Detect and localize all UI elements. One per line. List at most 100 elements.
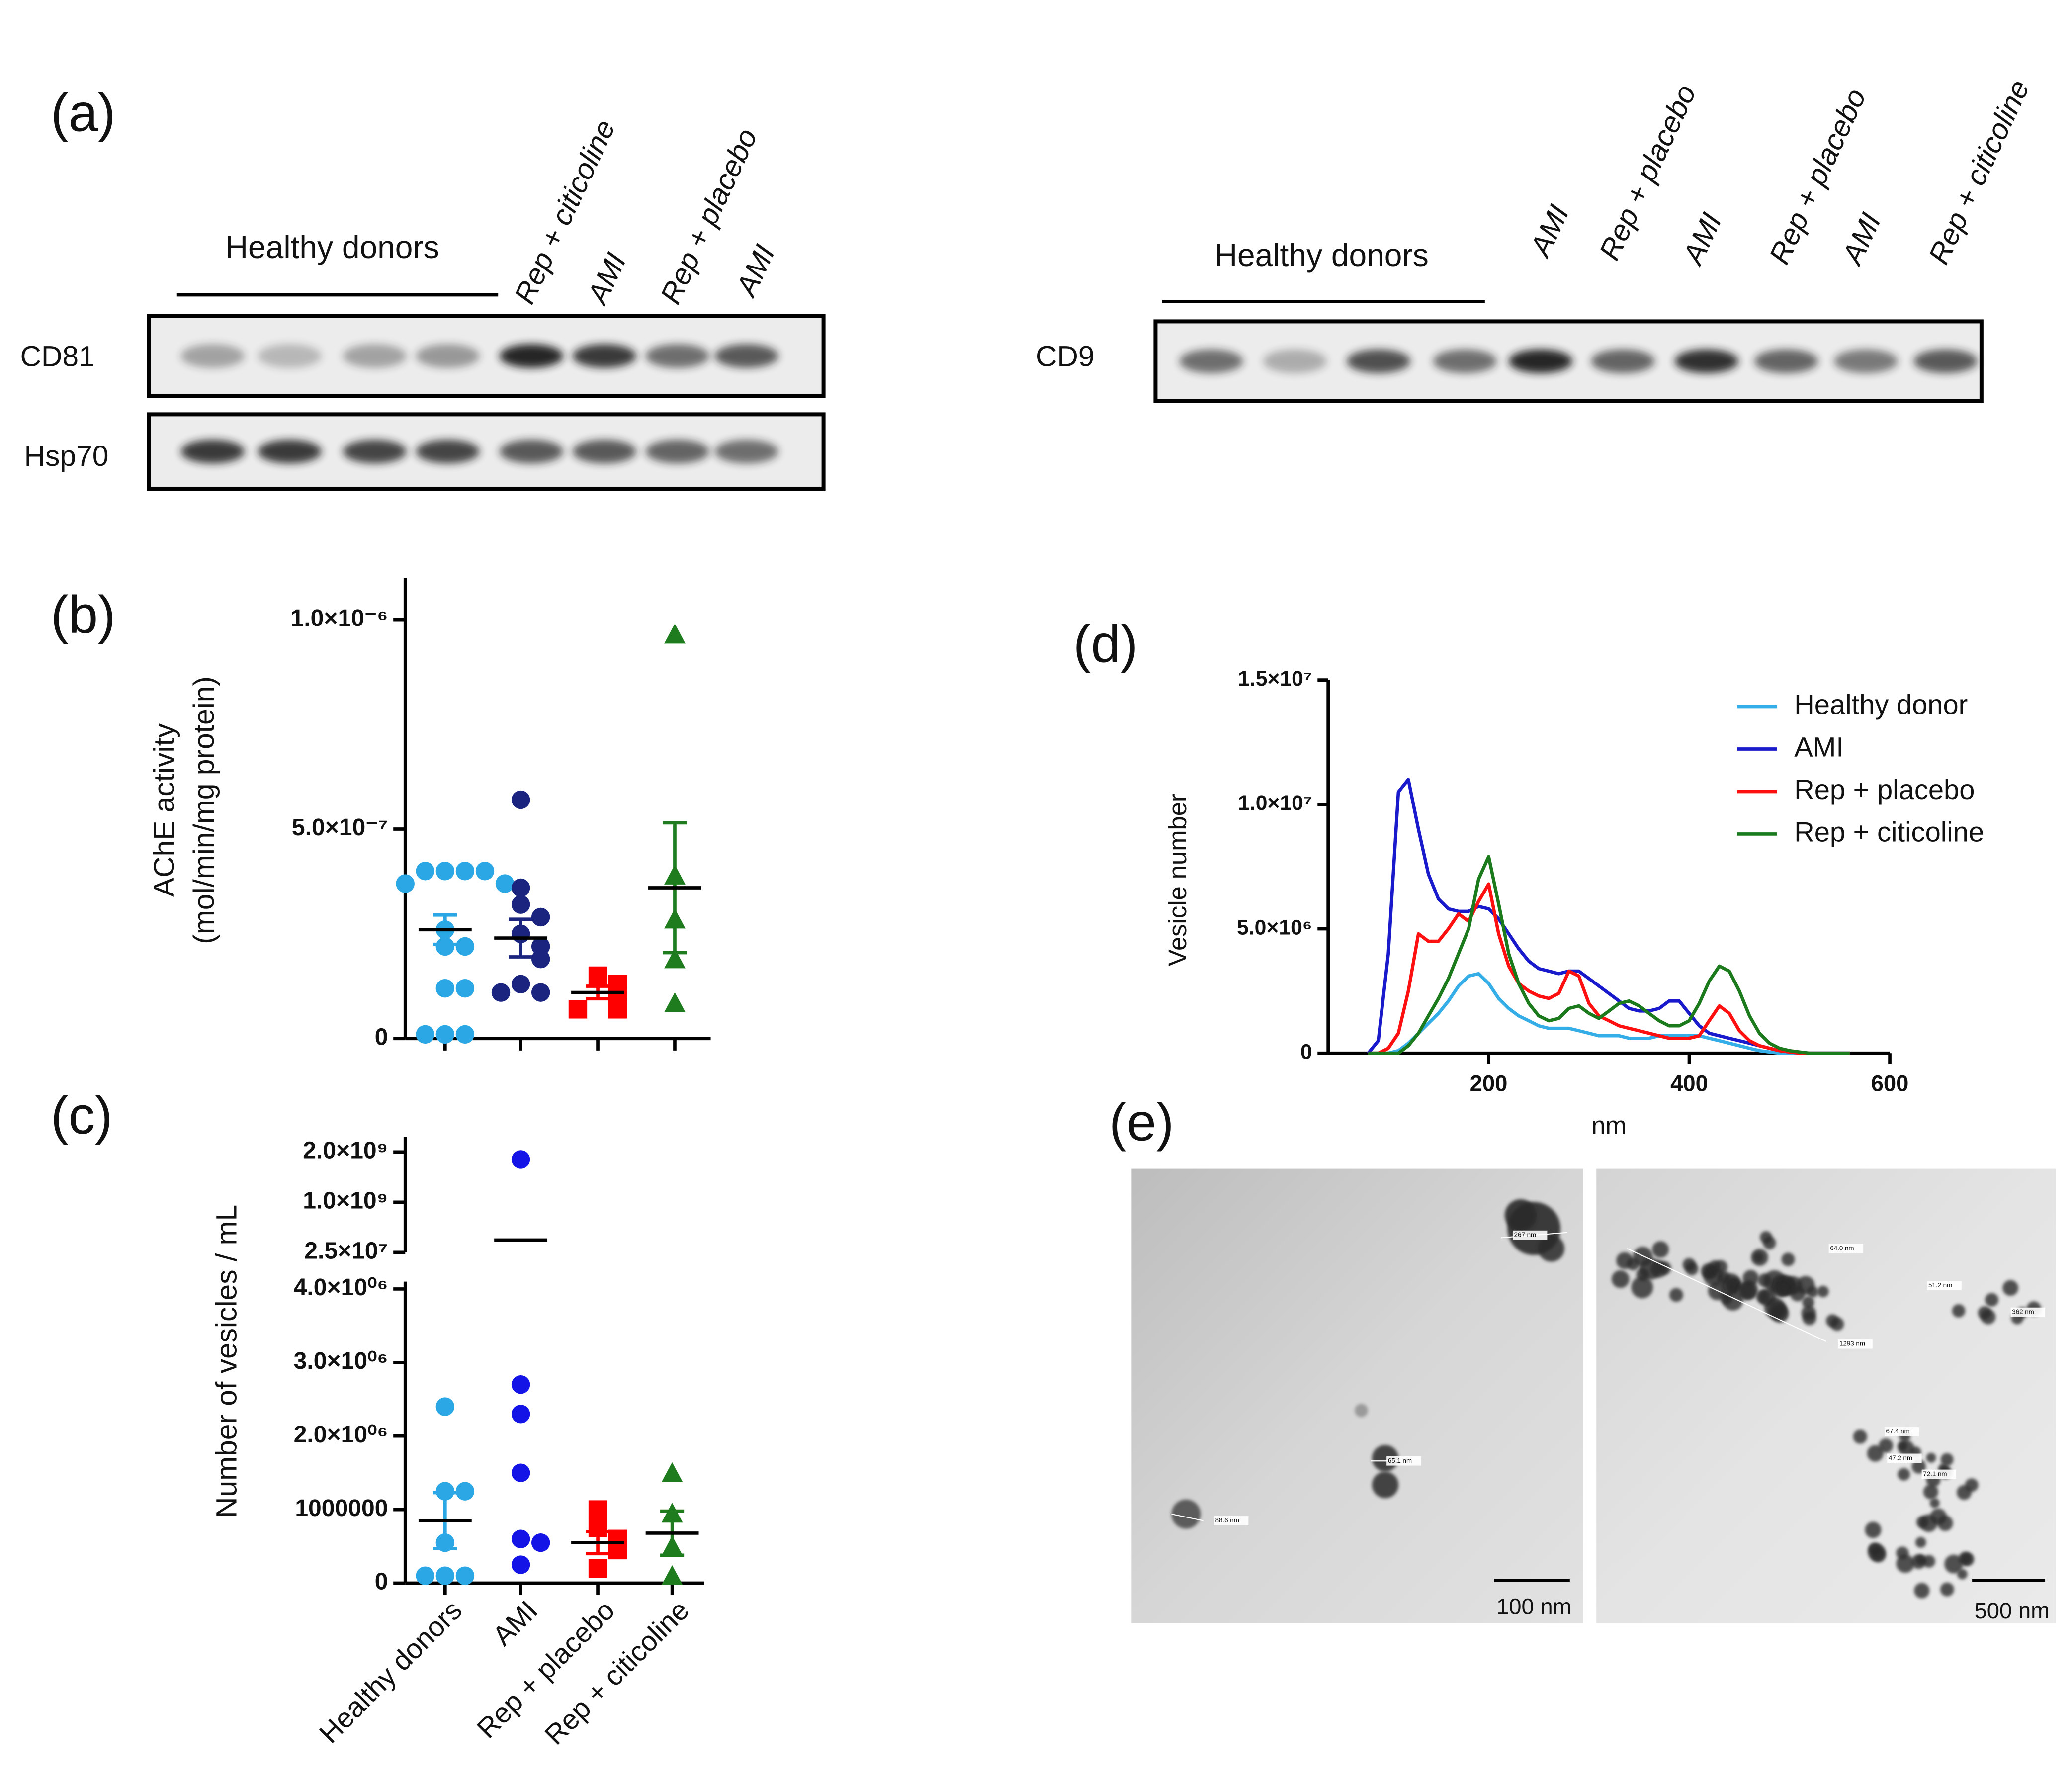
particle xyxy=(1616,1252,1633,1269)
scale-bar-label: 100 nm xyxy=(1496,1594,1571,1619)
blot-row-label: Hsp70 xyxy=(24,440,109,472)
particle xyxy=(1898,1468,1910,1481)
particle xyxy=(1790,1286,1806,1302)
particle xyxy=(1944,1554,1963,1574)
tem-particles xyxy=(1171,1199,2041,1599)
particle xyxy=(1738,1282,1756,1300)
particle xyxy=(1865,1521,1882,1538)
data-point xyxy=(435,1397,455,1416)
data-point xyxy=(511,790,530,809)
measure-label-bg xyxy=(1512,1230,1548,1240)
measure-label-bg xyxy=(1921,1469,1957,1479)
blot-frame xyxy=(147,314,826,398)
measure-label-bg xyxy=(1887,1453,1922,1463)
particle xyxy=(1756,1289,1770,1304)
tem-image xyxy=(1596,1168,2056,1623)
group-label: Healthy donors xyxy=(225,229,439,265)
data-point xyxy=(511,895,530,914)
particle xyxy=(1652,1241,1669,1258)
blot-band xyxy=(1913,349,1978,373)
data-point xyxy=(435,937,455,956)
panel-label: (a) xyxy=(51,83,116,142)
blot-band xyxy=(180,440,245,464)
data-point xyxy=(511,878,530,897)
data-point xyxy=(511,1375,530,1394)
particle xyxy=(1940,1582,1954,1597)
data-point xyxy=(455,937,475,956)
particle xyxy=(1768,1301,1788,1321)
lane-label: AMI xyxy=(1524,200,1575,263)
particle xyxy=(1899,1440,1915,1456)
data-point xyxy=(511,975,530,993)
series-line xyxy=(1368,882,1850,1055)
data-point xyxy=(588,1559,607,1578)
blot-row-label: CD9 xyxy=(1036,341,1095,373)
y-axis-label: AChE activity xyxy=(148,723,180,897)
data-point xyxy=(435,862,455,881)
y-axis-label: (mol/min/mg protein) xyxy=(188,676,220,944)
particle xyxy=(1817,1285,1829,1298)
particle xyxy=(1801,1305,1816,1321)
blot-band xyxy=(572,344,636,368)
data-point xyxy=(661,1565,683,1585)
particle xyxy=(1868,1543,1886,1561)
blot-band xyxy=(1179,349,1243,373)
series-line xyxy=(1368,855,1850,1055)
x-tick-label: AMI xyxy=(486,1594,543,1651)
particle xyxy=(1776,1284,1788,1296)
particle xyxy=(1952,1304,1966,1318)
blot-band xyxy=(499,440,564,464)
legend-label: AMI xyxy=(1794,731,1844,762)
particle xyxy=(1650,1260,1668,1278)
data-point xyxy=(511,1555,530,1574)
blot-band xyxy=(645,440,709,464)
blot-band xyxy=(343,440,407,464)
y-tick-label: 1.0×10⁹ xyxy=(303,1187,388,1214)
particle xyxy=(1981,1309,1996,1325)
measure-label-bg xyxy=(2010,1307,2046,1317)
particle xyxy=(1538,1235,1565,1262)
particle xyxy=(1171,1499,1201,1529)
y-tick-label: 1.0×10⁷ xyxy=(1238,791,1312,815)
data-point xyxy=(588,1500,607,1519)
panel-label: (c) xyxy=(51,1085,113,1145)
particle xyxy=(1915,1554,1926,1565)
particle xyxy=(1915,1537,1926,1548)
measure-label: 51.2 nm xyxy=(1928,1281,1952,1289)
particle xyxy=(1937,1515,1953,1531)
particle xyxy=(1896,1554,1915,1573)
y-tick-label: 5.0×10⁶ xyxy=(1237,915,1312,939)
particle xyxy=(1985,1293,1999,1307)
data-point xyxy=(455,1025,475,1044)
particle xyxy=(1957,1569,1968,1580)
particle xyxy=(1830,1317,1844,1331)
blot-band xyxy=(572,440,636,464)
lane-label: AMI xyxy=(729,240,781,302)
data-point xyxy=(511,1529,530,1548)
particle xyxy=(1372,1471,1399,1499)
particle xyxy=(1631,1276,1653,1299)
data-point xyxy=(531,950,550,969)
data-point xyxy=(531,907,550,927)
panel-label: (d) xyxy=(1073,614,1138,674)
series-line xyxy=(1368,972,1850,1055)
blot-band xyxy=(499,344,564,368)
particle xyxy=(1914,1583,1930,1599)
blot-band xyxy=(645,344,709,368)
data-point xyxy=(455,862,475,881)
blot-band xyxy=(258,440,322,464)
y-tick-label: 1.5×10⁷ xyxy=(1238,667,1312,691)
data-point xyxy=(416,862,434,881)
data-point xyxy=(435,1566,455,1585)
particle xyxy=(1922,1555,1935,1568)
particle xyxy=(1940,1453,1954,1466)
measure-label-bg xyxy=(1213,1516,1249,1525)
measure-label-bg xyxy=(1838,1339,1873,1349)
particle xyxy=(1926,1452,1936,1463)
blot-band xyxy=(1754,349,1818,373)
y-tick-label: 1.0×10⁻⁶ xyxy=(291,605,388,631)
measure-label-bg xyxy=(1828,1244,1864,1253)
x-tick-label: 400 xyxy=(1670,1071,1708,1096)
data-point xyxy=(588,966,607,985)
blot-band xyxy=(1347,349,1411,373)
